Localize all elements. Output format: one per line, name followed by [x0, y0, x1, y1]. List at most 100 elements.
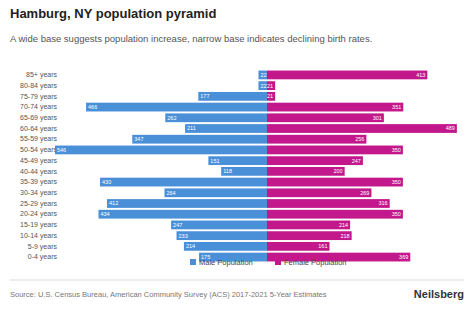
bar — [55, 146, 267, 155]
bar — [258, 81, 267, 90]
data-label: 161 — [318, 243, 327, 249]
data-label: 256 — [355, 136, 364, 142]
data-label: 350 — [392, 147, 401, 153]
data-label: 430 — [102, 179, 111, 185]
y-tick-label: 55-59 years — [20, 135, 57, 143]
bar — [267, 146, 403, 155]
y-tick: 40-44 years — [20, 168, 57, 176]
y-tick: 25-29 years — [20, 200, 57, 208]
y-axis: 85+ years 80-84 years 75-79 years 70-74 yea… — [20, 71, 57, 261]
bar — [267, 231, 352, 240]
y-tick-label: 0-4 years — [28, 253, 58, 261]
data-label: 350 — [392, 211, 401, 217]
data-label: 200 — [333, 168, 342, 174]
subtitle: A wide base suggests population increase… — [10, 33, 372, 44]
data-label: 369 — [399, 254, 408, 260]
data-label: 264 — [166, 190, 175, 196]
y-tick-label: 5-9 years — [28, 243, 58, 251]
data-label: 262 — [167, 115, 176, 121]
bar — [267, 167, 345, 176]
data-label: 211 — [187, 125, 196, 131]
bar — [177, 231, 267, 240]
series-bars — [55, 71, 267, 262]
data-label: 351 — [392, 104, 401, 110]
data-label: 316 — [379, 200, 388, 206]
data-label: 247 — [173, 222, 182, 228]
y-tick: 75-79 years — [20, 93, 57, 101]
data-label: 413 — [416, 72, 425, 78]
y-tick-label: 50-54 years — [20, 146, 57, 154]
y-tick: 0-4 years — [28, 253, 58, 261]
y-tick-label: 45-49 years — [20, 157, 57, 165]
y-tick: 60-64 years — [20, 125, 57, 133]
data-label: 151 — [210, 158, 219, 164]
bar — [267, 92, 275, 101]
bar — [267, 135, 366, 144]
bar — [221, 167, 267, 176]
y-tick: 55-59 years — [20, 135, 57, 143]
title: Hamburg, NY population pyramid — [10, 6, 216, 21]
y-tick-label: 35-39 years — [20, 178, 57, 186]
bar — [208, 156, 267, 165]
data-label: 214 — [186, 243, 195, 249]
bar — [171, 221, 267, 230]
bar — [184, 242, 267, 251]
legend-swatch — [275, 259, 281, 265]
bar — [267, 156, 363, 165]
bar — [198, 92, 267, 101]
y-tick: 10-14 years — [20, 232, 57, 240]
bar — [267, 242, 330, 251]
chart: Hamburg, NY population pyramid A wide bas… — [0, 0, 474, 316]
bar — [267, 71, 427, 80]
bar — [267, 199, 390, 208]
y-tick: 65-69 years — [20, 114, 57, 122]
data-label: 301 — [373, 115, 382, 121]
bar — [165, 113, 267, 122]
bar — [258, 71, 267, 80]
bar — [267, 210, 403, 219]
data-label: 177 — [200, 93, 209, 99]
y-tick-label: 15-19 years — [20, 221, 57, 229]
y-tick-label: 85+ years — [26, 71, 57, 79]
data-label: 218 — [340, 233, 349, 239]
data-labels: 2222177466262211347546151118430264412434… — [57, 72, 455, 260]
y-tick: 20-24 years — [20, 210, 57, 218]
data-label: 22 — [260, 72, 266, 78]
legend-label: Male Population — [199, 258, 253, 267]
y-tick: 50-54 years — [20, 146, 57, 154]
y-tick-label: 40-44 years — [20, 168, 57, 176]
data-label: 22 — [260, 83, 266, 89]
y-tick-label: 30-34 years — [20, 189, 57, 197]
legend-swatch — [190, 259, 196, 265]
y-tick-label: 10-14 years — [20, 232, 57, 240]
separator — [10, 280, 464, 281]
y-tick: 30-34 years — [20, 189, 57, 197]
y-tick-label: 25-29 years — [20, 200, 57, 208]
data-label: 434 — [100, 211, 109, 217]
bar — [267, 113, 384, 122]
data-label: 412 — [109, 200, 118, 206]
bar — [185, 124, 267, 133]
bar — [267, 81, 275, 90]
y-tick: 85+ years — [26, 71, 57, 79]
bar — [86, 103, 267, 112]
y-tick: 35-39 years — [20, 178, 57, 186]
y-tick: 15-19 years — [20, 221, 57, 229]
y-tick: 80-84 years — [20, 82, 57, 90]
y-tick: 45-49 years — [20, 157, 57, 165]
bar — [267, 178, 403, 187]
data-label: 118 — [223, 168, 232, 174]
bars — [55, 71, 457, 262]
data-label: 546 — [57, 147, 66, 153]
data-label: 21 — [267, 93, 273, 99]
y-tick-label: 70-74 years — [20, 103, 57, 111]
bar — [267, 103, 403, 112]
data-label: 21 — [267, 83, 273, 89]
y-tick: 70-74 years — [20, 103, 57, 111]
series-bars — [267, 71, 457, 262]
legend-item: Female Population — [275, 258, 347, 267]
data-label: 489 — [446, 125, 455, 131]
bar — [164, 188, 267, 197]
bar — [267, 124, 457, 133]
y-tick-label: 75-79 years — [20, 93, 57, 101]
